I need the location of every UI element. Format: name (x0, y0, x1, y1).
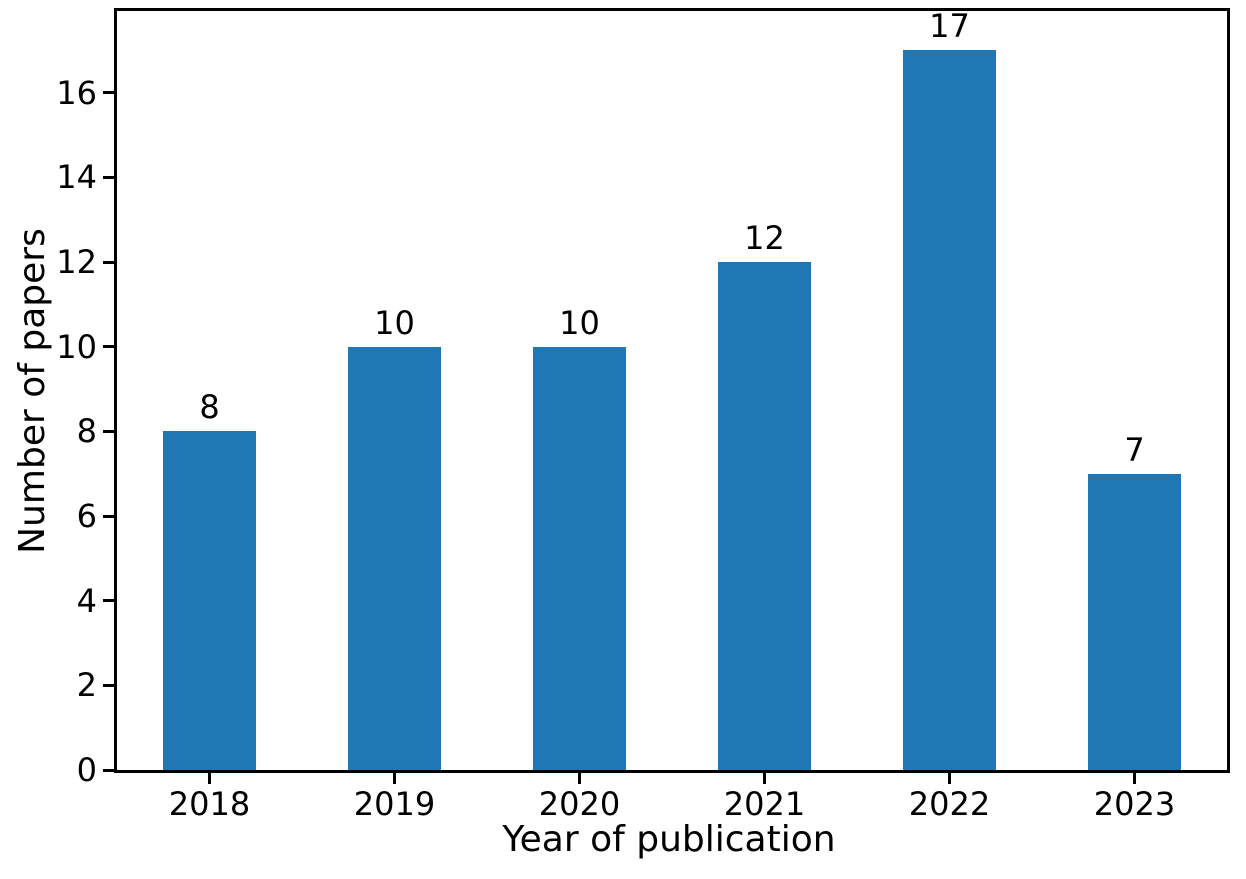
x-tick-label-2021: 2021 (723, 785, 806, 823)
x-tick-mark-2018 (208, 773, 211, 784)
y-tick-mark-12 (103, 260, 114, 264)
x-tick-label-2023: 2023 (1093, 785, 1176, 823)
y-tick-label-0: 0 (76, 751, 97, 789)
y-tick-mark-0 (103, 768, 114, 772)
y-tick-label-2: 2 (76, 666, 97, 705)
bar-value-label-2018: 8 (199, 388, 220, 427)
bar-2019 (348, 346, 441, 770)
x-tick-mark-2019 (393, 773, 396, 784)
bar-2018 (163, 431, 256, 770)
bar-value-label-2022: 17 (929, 7, 970, 46)
y-tick-label-16: 16 (56, 73, 97, 112)
y-tick-mark-4 (103, 599, 114, 603)
x-tick-mark-2020 (578, 773, 581, 784)
y-axis-label: Number of papers (12, 228, 53, 554)
x-tick-mark-2023 (1133, 773, 1136, 784)
y-tick-label-12: 12 (56, 243, 97, 282)
x-axis-label: Year of publication (502, 819, 836, 860)
y-tick-label-14: 14 (56, 158, 97, 197)
x-tick-mark-2022 (948, 773, 951, 784)
bar-value-label-2019: 10 (374, 303, 415, 342)
y-tick-label-4: 4 (76, 581, 97, 620)
y-tick-label-8: 8 (76, 412, 97, 451)
bar-value-label-2023: 7 (1124, 430, 1145, 469)
bar-2023 (1088, 473, 1181, 770)
x-tick-label-2022: 2022 (908, 785, 991, 823)
y-tick-label-6: 6 (76, 497, 97, 535)
bar-value-label-2020: 10 (559, 303, 600, 342)
x-tick-label-2020: 2020 (538, 785, 621, 823)
x-tick-mark-2021 (763, 773, 766, 784)
y-tick-label-10: 10 (56, 327, 97, 366)
y-tick-mark-14 (103, 175, 114, 179)
y-tick-mark-10 (103, 345, 114, 349)
x-tick-label-2018: 2018 (168, 785, 251, 823)
bar-2020 (533, 346, 626, 770)
y-tick-mark-2 (103, 683, 114, 687)
plot-area: 8 2018 10 2019 10 2020 12 2021 17 2022 7 2023 0 2 4 6 8 1… (56, 7, 1230, 820)
bar-value-label-2021: 12 (744, 219, 785, 258)
bar-2022 (903, 50, 996, 770)
y-tick-mark-6 (103, 514, 114, 518)
y-tick-mark-8 (103, 429, 114, 433)
bar-2021 (718, 262, 811, 770)
y-tick-mark-16 (103, 91, 114, 95)
x-tick-label-2019: 2019 (353, 785, 436, 823)
